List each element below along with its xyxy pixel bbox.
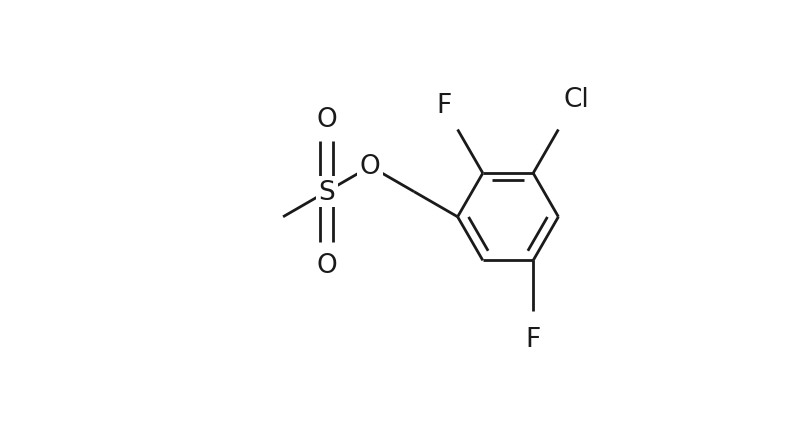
Text: F: F <box>436 93 451 119</box>
Text: O: O <box>316 106 337 132</box>
Text: Cl: Cl <box>563 87 589 113</box>
Text: S: S <box>318 179 335 205</box>
Text: F: F <box>526 326 541 352</box>
Text: O: O <box>360 154 381 180</box>
Text: O: O <box>316 252 337 278</box>
